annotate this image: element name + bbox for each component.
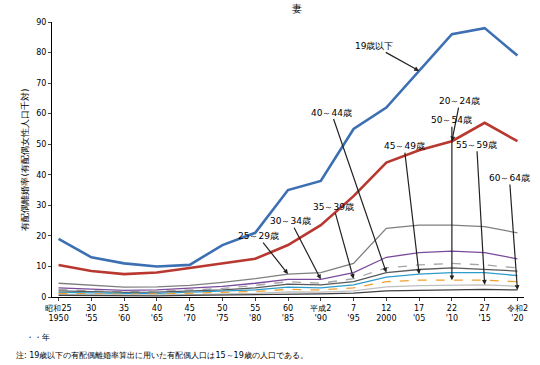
svg-text:35～39歳: 35～39歳 bbox=[313, 202, 354, 212]
svg-text:17'05: 17'05 bbox=[413, 304, 425, 323]
svg-text:122000: 122000 bbox=[376, 304, 396, 323]
svg-text:有配偶離婚率(有配偶女性人口千対): 有配偶離婚率(有配偶女性人口千対) bbox=[20, 88, 30, 230]
svg-text:22'10: 22'10 bbox=[446, 304, 458, 323]
svg-text:30～34歳: 30～34歳 bbox=[270, 216, 311, 226]
svg-text:昭和251950: 昭和251950 bbox=[45, 304, 71, 323]
svg-text:19歳以下: 19歳以下 bbox=[355, 41, 393, 51]
svg-text:20～24歳: 20～24歳 bbox=[439, 96, 480, 106]
svg-text:25～29歳: 25～29歳 bbox=[238, 231, 279, 241]
svg-text:妻: 妻 bbox=[292, 3, 302, 14]
svg-text:70: 70 bbox=[36, 79, 46, 88]
svg-text:80: 80 bbox=[36, 48, 46, 57]
svg-text:27'15: 27'15 bbox=[478, 304, 490, 323]
svg-text:45～49歳: 45～49歳 bbox=[384, 141, 425, 151]
svg-text:60～64歳: 60～64歳 bbox=[489, 173, 530, 183]
svg-text:55～59歳: 55～59歳 bbox=[456, 140, 497, 150]
svg-text:平成2'90: 平成2'90 bbox=[310, 304, 331, 323]
svg-text:30'55: 30'55 bbox=[85, 304, 97, 323]
svg-text:50: 50 bbox=[36, 140, 46, 149]
svg-text:・・年: ・・年 bbox=[26, 333, 50, 342]
svg-text:55'80: 55'80 bbox=[249, 304, 261, 323]
svg-text:10: 10 bbox=[36, 262, 46, 271]
svg-text:50～54歳: 50～54歳 bbox=[431, 115, 472, 125]
svg-text:40'65: 40'65 bbox=[151, 304, 163, 323]
svg-text:35'60: 35'60 bbox=[118, 304, 130, 323]
svg-text:40～44歳: 40～44歳 bbox=[311, 108, 352, 118]
svg-text:30: 30 bbox=[36, 201, 46, 210]
svg-text:20: 20 bbox=[36, 232, 46, 241]
svg-text:45'70: 45'70 bbox=[183, 304, 195, 323]
svg-text:注: 19歳以下の有配偶離婚率算出に用いた有配偶人口は15～: 注: 19歳以下の有配偶離婚率算出に用いた有配偶人口は15～19歳の人口である。 bbox=[16, 351, 308, 360]
svg-text:90: 90 bbox=[36, 18, 46, 27]
svg-text:40: 40 bbox=[36, 171, 46, 180]
svg-text:60: 60 bbox=[36, 109, 46, 118]
svg-text:50'75: 50'75 bbox=[216, 304, 228, 323]
svg-text:0: 0 bbox=[41, 293, 46, 302]
svg-text:令和2'20: 令和2'20 bbox=[507, 304, 528, 323]
svg-text:60'85: 60'85 bbox=[282, 304, 294, 323]
svg-text:7'95: 7'95 bbox=[347, 304, 359, 323]
